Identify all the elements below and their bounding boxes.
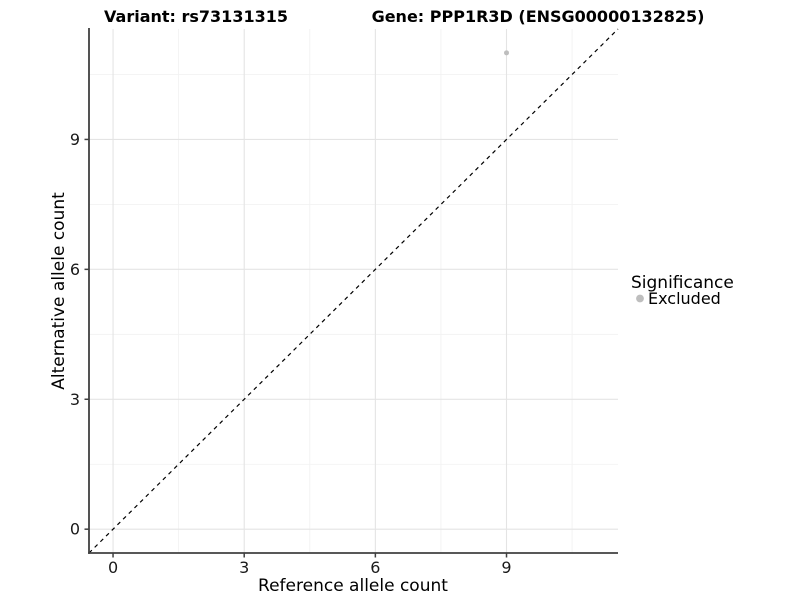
y-tick-label: 9: [70, 130, 80, 149]
legend-dot-icon: [636, 294, 644, 303]
legend: Significance Excluded: [631, 273, 734, 308]
legend-item-label: Excluded: [648, 289, 721, 308]
x-tick-label: 0: [108, 558, 118, 577]
y-tick-label: 6: [70, 260, 80, 279]
data-point: [504, 50, 510, 56]
y-tick-label: 3: [70, 390, 80, 409]
grid-layer: [89, 29, 618, 553]
x-tick-label: 9: [501, 558, 511, 577]
legend-item-excluded: Excluded: [636, 289, 721, 308]
x-axis-title: Reference allele count: [258, 576, 448, 596]
x-tick-label: 3: [239, 558, 249, 577]
axis-tick-layer: 0 3 6 9 0 3 6 9: [70, 130, 512, 577]
variant-title: Variant: rs73131315: [104, 7, 288, 26]
x-tick-label: 6: [370, 558, 380, 577]
legend-title: Significance: [631, 273, 734, 293]
y-tick-label: 0: [70, 520, 80, 539]
gene-title: Gene: PPP1R3D (ENSG00000132825): [372, 7, 705, 26]
y-axis-title: Alternative allele count: [49, 192, 69, 390]
data-point-layer: [504, 50, 510, 56]
